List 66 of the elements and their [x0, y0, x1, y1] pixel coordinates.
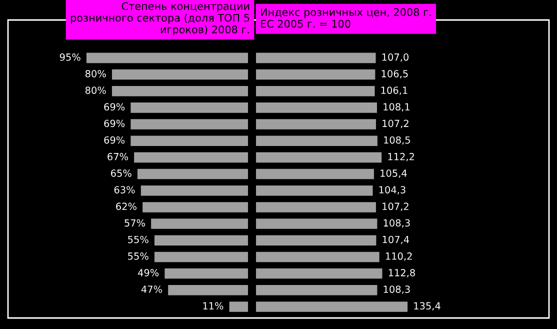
bar — [256, 268, 382, 279]
data-label: 65% — [110, 170, 132, 177]
data-label: 67% — [108, 152, 128, 160]
bar — [256, 52, 376, 64]
bar — [256, 168, 374, 180]
data-label: 107,2 — [382, 202, 408, 212]
data-label: 107,0 — [382, 53, 408, 62]
data-label: 80% — [85, 86, 106, 94]
data-label: 57% — [124, 219, 145, 227]
bar — [151, 218, 248, 229]
data-label: 107,2 — [382, 120, 408, 128]
data-label: 108,3 — [384, 219, 410, 228]
bar — [256, 136, 378, 146]
bar — [256, 218, 378, 229]
data-label: 135,4 — [414, 302, 440, 311]
bar — [86, 52, 248, 64]
bar — [229, 302, 248, 312]
data-label: 62% — [116, 202, 136, 210]
bar — [256, 69, 376, 80]
data-label: 55% — [128, 236, 148, 244]
data-label: 112,2 — [388, 152, 414, 162]
data-label: 106,1 — [381, 86, 408, 95]
data-label: 49% — [138, 269, 159, 276]
data-label: 69% — [104, 136, 125, 144]
data-label: 69% — [104, 120, 125, 128]
data-label: 95% — [60, 53, 80, 61]
chart-title: Степень концентрации розничного сектора (доля ТОП 5 игроков) 2008 г. — [70, 2, 250, 36]
bar — [256, 86, 375, 96]
data-label: 80% — [85, 70, 106, 78]
data-label: 110,2 — [386, 252, 412, 261]
data-label: 107,4 — [382, 236, 410, 244]
bar — [130, 136, 248, 146]
data-label: 104,3 — [379, 186, 406, 194]
bar — [256, 152, 382, 163]
bar — [137, 168, 248, 180]
bar — [256, 235, 376, 246]
bar — [154, 252, 248, 262]
bar — [140, 185, 248, 196]
data-label: 105,4 — [380, 170, 407, 178]
data-label: 69% — [104, 103, 125, 111]
bar — [164, 268, 248, 279]
data-label: 55% — [128, 252, 148, 260]
data-label: 106,5 — [382, 70, 408, 78]
data-label: 108,5 — [384, 136, 410, 145]
bar — [256, 185, 373, 196]
bar — [154, 235, 248, 246]
bar — [168, 284, 248, 296]
data-label: 108,3 — [384, 286, 410, 294]
data-label: 63% — [114, 186, 135, 194]
chart-title: Индекс розничных цен, 2008 г. ЕС 2005 г. = 100 — [261, 8, 431, 28]
bar — [130, 119, 248, 130]
bar — [256, 252, 380, 262]
bar — [256, 202, 376, 212]
bar — [142, 202, 248, 212]
bar — [130, 102, 248, 113]
bar — [256, 302, 408, 312]
data-label: 108,1 — [384, 103, 410, 112]
bar — [112, 86, 248, 96]
data-label: 47% — [141, 286, 162, 293]
data-label: 112,8 — [388, 269, 415, 278]
bar — [256, 102, 377, 113]
bar — [134, 152, 248, 163]
bar — [112, 69, 248, 80]
bar — [256, 119, 376, 130]
bar — [256, 284, 378, 296]
data-label: 11% — [203, 302, 224, 310]
